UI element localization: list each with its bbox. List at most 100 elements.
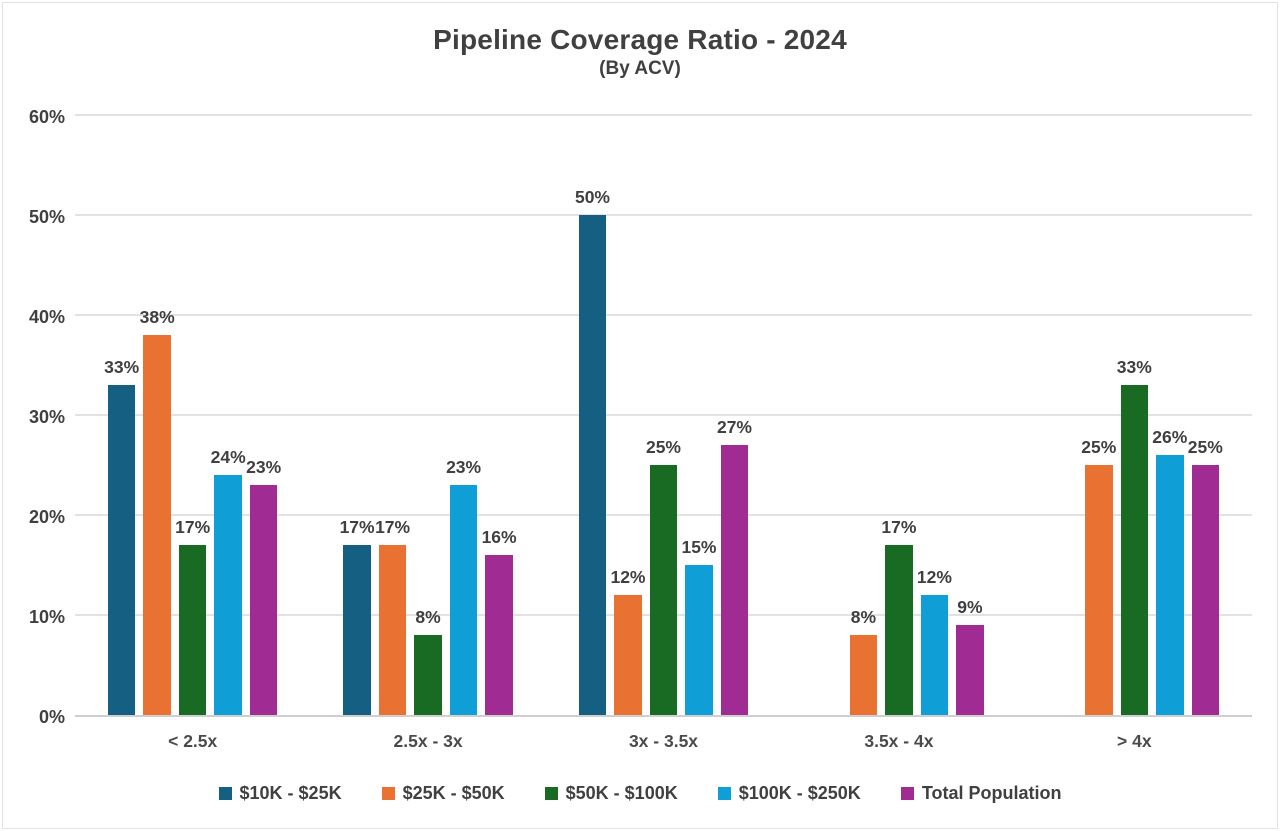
bar-s2-c1 [143, 335, 171, 715]
bar-slot: 24% [211, 117, 246, 715]
x-axis: < 2.5x 2.5x - 3x 3x - 3.5x 3.5x - 4x > 4x [75, 729, 1252, 753]
bar-s2-c2 [378, 545, 407, 715]
bar-s4-c1 [214, 475, 242, 715]
gridline [75, 114, 1252, 116]
bar-slot: 33% [104, 117, 139, 715]
bar-value-label: 9% [957, 597, 983, 617]
legend: $10K - $25K $25K - $50K $50K - $100K $100K … [0, 780, 1280, 806]
bar-slot: 17% [340, 117, 375, 715]
bar-slot: 25% [646, 117, 681, 715]
category-label: < 2.5x [168, 731, 218, 751]
legend-swatch-icon [900, 786, 914, 800]
legend-item: Total Population [900, 782, 1062, 804]
bar-s3-c1 [178, 545, 207, 715]
legend-swatch-icon [381, 786, 395, 800]
bar-value-label: 8% [415, 607, 441, 627]
bar-value-label: 50% [574, 187, 610, 207]
legend-swatch-icon [218, 786, 232, 800]
bar-slot: 16% [482, 117, 517, 715]
bar-slot: 27% [717, 117, 752, 715]
gridline [75, 414, 1252, 416]
bar-s2-c3 [614, 595, 642, 715]
y-tick-label: 20% [28, 507, 65, 527]
bar-s1-c1 [107, 385, 136, 715]
bar-slot: 12% [917, 117, 952, 715]
legend-item: $25K - $50K [381, 782, 505, 804]
bar-slot: 17% [175, 117, 210, 715]
bar-group: 17% 17% 8% 23% 16% [310, 117, 545, 715]
bar-s4-c5 [1156, 455, 1184, 715]
bar-value-label: 16% [481, 527, 517, 547]
legend-label: $50K - $100K [565, 782, 678, 803]
bar-slot: 12% [610, 117, 646, 715]
bar-s3-c4 [885, 545, 913, 715]
bar-s2-c4 [849, 635, 878, 715]
bar-slot: 15% [681, 117, 717, 715]
bar-value-label: 12% [610, 567, 646, 587]
gridline [75, 214, 1252, 216]
bar-value-label: 27% [716, 417, 752, 437]
bar-value-label: 26% [1152, 427, 1188, 447]
bar-slot: 8% [849, 117, 878, 715]
bar-slot [1050, 117, 1078, 715]
bar-value-label: 15% [681, 537, 717, 557]
bar-slot: 17% [881, 117, 916, 715]
bar-s5-c1 [249, 485, 278, 715]
bar-s5-c3 [720, 445, 749, 715]
bar-s4-c3 [685, 565, 713, 715]
legend-swatch-icon [717, 786, 731, 800]
bar-s5-c4 [956, 625, 984, 715]
y-axis: 0% 10% 20% 30% 40% 50% 60% [0, 107, 65, 727]
bar-s5-c5 [1191, 465, 1220, 715]
bar-value-label: 17% [881, 517, 917, 537]
legend-label: $100K - $250K [738, 782, 861, 803]
bar-group: 8% 17% 12% 9% [781, 117, 1016, 715]
y-tick-label: 10% [28, 607, 65, 627]
bar-slot: 23% [446, 117, 481, 715]
bar-slot: 50% [575, 117, 610, 715]
bar-value-label: 17% [175, 517, 211, 537]
legend-swatch-icon [544, 786, 558, 800]
bar-s4-c2 [449, 485, 478, 715]
bar-value-label: 23% [446, 457, 482, 477]
bar-slot: 33% [1117, 117, 1152, 715]
bar-s1-c3 [578, 215, 607, 715]
y-tick-label: 50% [28, 207, 65, 227]
bar-s3-c5 [1120, 385, 1149, 715]
bar-slot: 25% [1081, 117, 1116, 715]
y-tick-label: 60% [28, 107, 65, 127]
bar-s3-c2 [414, 635, 442, 715]
bar-slot: 8% [414, 117, 442, 715]
bar-value-label: 25% [1081, 437, 1117, 457]
bar-s4-c4 [920, 595, 949, 715]
gridline [75, 314, 1252, 316]
category-label: 2.5x - 3x [393, 731, 463, 751]
bar-s5-c2 [485, 555, 513, 715]
bar-group: 25% 33% 26% 25% [1017, 117, 1252, 715]
legend-item: $50K - $100K [544, 782, 678, 804]
legend-label: $25K - $50K [402, 782, 505, 803]
bar-value-label: 8% [850, 607, 877, 627]
bar-value-label: 17% [375, 517, 411, 537]
bar-group: 50% 12% 25% 15% 27% [546, 117, 781, 715]
category-label: 3x - 3.5x [628, 731, 699, 751]
bar-s3-c3 [649, 465, 678, 715]
legend-label: Total Population [921, 782, 1062, 803]
bar-value-label: 24% [210, 447, 246, 467]
y-tick-label: 30% [28, 407, 65, 427]
plot-area: 33% 38% 17% 24% 23% 17% 17% 8% 23% 16% 50% 12% 25% 15… [75, 114, 1252, 717]
bar-s2-c5 [1085, 465, 1113, 715]
category-label: > 4x [1117, 731, 1152, 751]
y-tick-label: 40% [28, 307, 65, 327]
bar-value-label: 33% [1116, 357, 1152, 377]
bar-slot: 17% [375, 117, 410, 715]
category-label: 3.5x - 4x [864, 731, 934, 751]
legend-item: $10K - $25K [218, 782, 342, 804]
chart-title: Pipeline Coverage Ratio - 2024 [433, 24, 847, 55]
y-tick-label: 0% [38, 707, 65, 727]
bar-value-label: 25% [645, 437, 681, 457]
bar-value-label: 17% [339, 517, 375, 537]
bar-slot [814, 117, 842, 715]
bar-value-label: 33% [104, 357, 140, 377]
legend-label: $10K - $25K [239, 782, 342, 803]
